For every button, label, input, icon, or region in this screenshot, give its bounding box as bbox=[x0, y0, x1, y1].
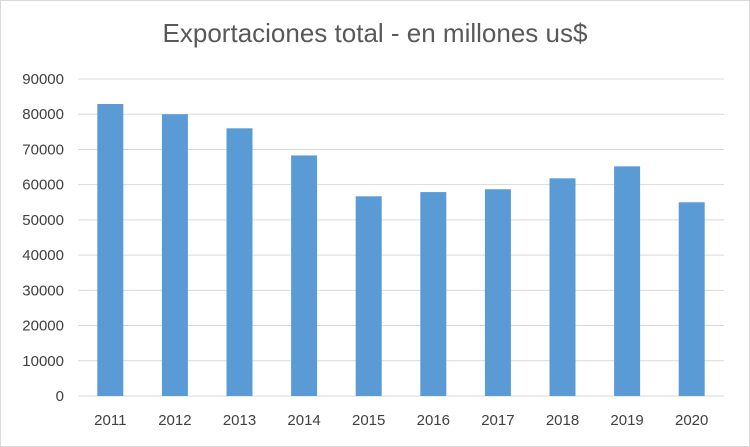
chart-title: Exportaciones total - en millones us$ bbox=[162, 18, 588, 48]
y-tick-label: 60000 bbox=[22, 177, 64, 194]
y-tick-label: 0 bbox=[56, 388, 64, 405]
x-tick-label: 2015 bbox=[352, 412, 385, 429]
y-tick-label: 10000 bbox=[22, 353, 64, 370]
x-tick-label: 2014 bbox=[287, 412, 320, 429]
x-axis: 2011 2012 2013 2014 2015 2016 2017 2018 2019 2020 bbox=[94, 412, 708, 429]
x-tick-label: 2017 bbox=[481, 412, 514, 429]
bars bbox=[97, 104, 705, 397]
y-tick-label: 70000 bbox=[22, 141, 64, 158]
y-tick-label: 50000 bbox=[22, 212, 64, 229]
x-tick-label: 2016 bbox=[417, 412, 450, 429]
y-tick-label: 80000 bbox=[22, 106, 64, 123]
bar-2013 bbox=[226, 128, 253, 397]
bar-2019 bbox=[614, 166, 641, 396]
bar-2011 bbox=[97, 104, 124, 396]
y-tick-label: 20000 bbox=[22, 318, 64, 335]
bar-2012 bbox=[161, 114, 188, 396]
bar-2018 bbox=[549, 178, 576, 396]
bar-2015 bbox=[355, 196, 382, 396]
y-tick-label: 30000 bbox=[22, 282, 64, 299]
bar-2017 bbox=[484, 189, 511, 396]
bar-2016 bbox=[420, 192, 447, 396]
bar-2014 bbox=[291, 155, 318, 396]
y-axis: 0 10000 20000 30000 40000 50000 60000 70000 8000… bbox=[22, 71, 64, 405]
x-tick-label: 2019 bbox=[610, 412, 643, 429]
x-tick-label: 2011 bbox=[94, 412, 126, 429]
x-tick-label: 2013 bbox=[223, 412, 256, 429]
x-tick-label: 2018 bbox=[546, 412, 579, 429]
y-tick-label: 90000 bbox=[22, 71, 64, 88]
y-tick-label: 40000 bbox=[22, 247, 64, 264]
x-tick-label: 2012 bbox=[158, 412, 191, 429]
x-tick-label: 2020 bbox=[675, 412, 708, 429]
bar-2020 bbox=[678, 202, 705, 396]
